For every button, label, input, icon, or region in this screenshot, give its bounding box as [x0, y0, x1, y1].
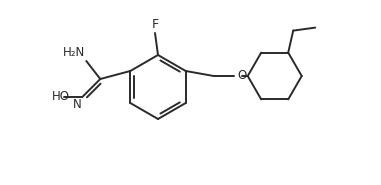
Text: O: O: [238, 68, 247, 82]
Text: HO: HO: [52, 90, 70, 102]
Text: H₂N: H₂N: [63, 46, 85, 59]
Text: N: N: [72, 98, 81, 111]
Text: F: F: [151, 18, 158, 31]
